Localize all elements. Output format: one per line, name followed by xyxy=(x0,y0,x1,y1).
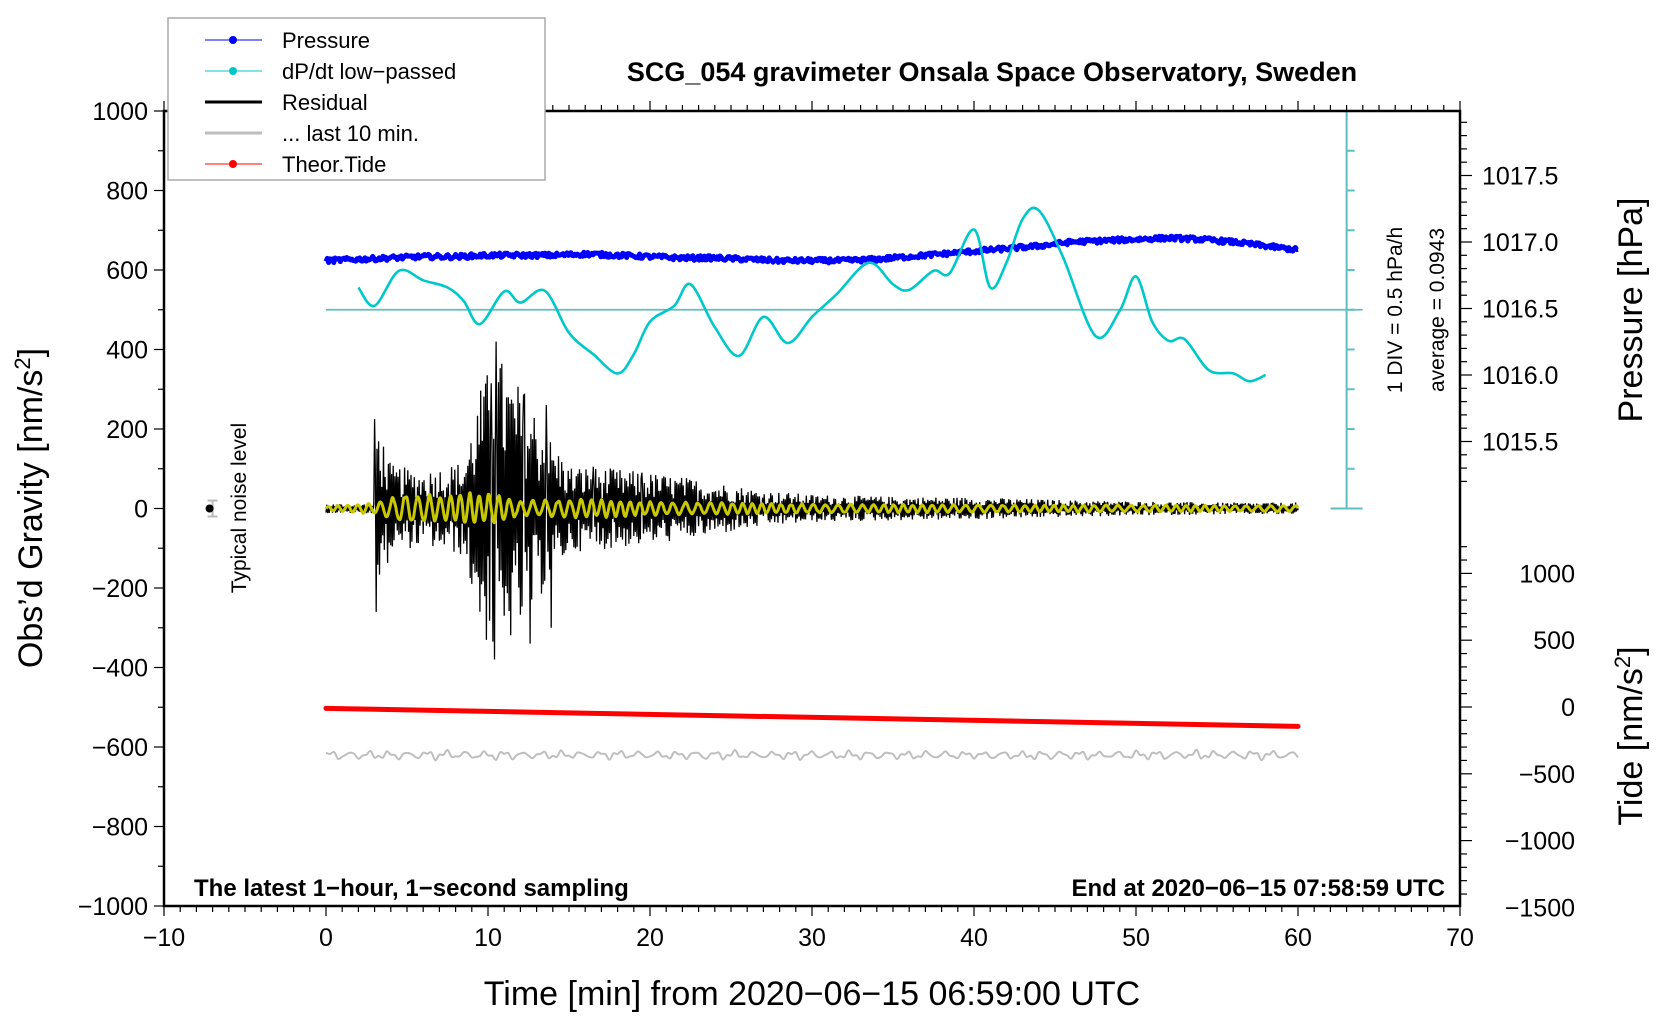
legend-label: Theor.Tide xyxy=(282,152,386,177)
y-tide-tick-label: −500 xyxy=(1519,761,1575,789)
series-last-10-min-line xyxy=(325,748,1299,762)
legend-label: dP/dt low−passed xyxy=(282,59,456,84)
chart-title: SCG_054 gravimeter Onsala Space Observat… xyxy=(627,57,1357,87)
y-left-tick-label: 400 xyxy=(106,337,148,365)
y-left-tick-label: −400 xyxy=(92,655,148,683)
legend: Pressure dP/dt low−passed Residual ... last… xyxy=(167,17,546,181)
legend-item: dP/dt low−passed xyxy=(205,59,456,84)
legend-label: Residual xyxy=(282,90,368,115)
legend-item: Residual xyxy=(205,90,368,115)
y-tide-axis-title-close: ] xyxy=(1612,646,1650,655)
legend-swatch-dot xyxy=(229,36,237,44)
y-left-tick-label: −600 xyxy=(92,734,148,762)
y-pressure-tick-label: 1016.0 xyxy=(1482,362,1558,390)
x-tick-label: 40 xyxy=(960,924,988,952)
y-tide-tick-label: −1000 xyxy=(1505,828,1575,856)
axes: −10 0 10 20 30 40 50 60 70 1000 800 600 400 200 0 −200 −… xyxy=(78,98,1575,952)
y-pressure-tick-label: 1016.5 xyxy=(1482,296,1558,324)
legend-item: Pressure xyxy=(205,28,370,53)
legend-swatch-dot xyxy=(229,67,237,75)
y-tide-tick-label: 0 xyxy=(1561,694,1575,722)
legend-label: Pressure xyxy=(282,28,370,53)
y-tide-tick-label: −1500 xyxy=(1505,894,1575,922)
y-left-tick-label: 1000 xyxy=(92,98,148,126)
y-tide-axis-title: Tide [nm/s2] xyxy=(1610,646,1650,825)
annotation-end-time: End at 2020−06−15 07:58:59 UTC xyxy=(1071,875,1445,902)
series-pressure-line xyxy=(323,233,1300,266)
series-dpdt-line xyxy=(357,206,1267,383)
legend-swatch-dot xyxy=(229,160,237,168)
y-tide-tick-label: 500 xyxy=(1533,627,1575,655)
dpdt-average-label: average = 0.0943 xyxy=(1426,228,1449,392)
y-left-tick-label: 800 xyxy=(106,178,148,206)
annotation-sampling: The latest 1−hour, 1−second sampling xyxy=(194,875,629,902)
legend-item: ... last 10 min. xyxy=(205,121,419,146)
y-left-axis-title-main: Obs’d Gravity [nm/s xyxy=(12,370,50,669)
x-tick-label: 70 xyxy=(1446,924,1474,952)
y-left-tick-label: 0 xyxy=(134,496,148,524)
legend-item: Theor.Tide xyxy=(205,152,386,177)
y-tide-axis-title-sup: 2 xyxy=(1610,656,1635,668)
x-tick-label: 20 xyxy=(636,924,664,952)
x-tick-label: 0 xyxy=(319,924,333,952)
legend-label: ... last 10 min. xyxy=(282,121,419,146)
x-tick-label: 30 xyxy=(798,924,826,952)
x-tick-label: −10 xyxy=(143,924,185,952)
x-axis-title: Time [min] from 2020−06−15 06:59:00 UTC xyxy=(484,975,1140,1013)
noise-level-label: Typical noise level xyxy=(228,423,251,593)
noise-level-dot xyxy=(205,504,214,513)
y-pressure-tick-label: 1017.5 xyxy=(1482,163,1558,191)
x-tick-label: 50 xyxy=(1122,924,1150,952)
y-left-tick-label: 200 xyxy=(106,416,148,444)
y-pressure-axis-title: Pressure [hPa] xyxy=(1612,198,1650,423)
y-left-axis-title-close: ] xyxy=(12,348,50,357)
series-tide-line xyxy=(323,705,1301,729)
y-left-tick-label: −800 xyxy=(92,814,148,842)
x-tick-label: 60 xyxy=(1284,924,1312,952)
y-left-axis-title-sup: 2 xyxy=(10,357,35,369)
plot-marks xyxy=(205,110,1363,762)
y-pressure-tick-label: 1015.5 xyxy=(1482,429,1558,457)
dpdt-scale-label: 1 DIV = 0.5 hPa/h xyxy=(1384,227,1407,393)
y-tide-axis-title-main: Tide [nm/s xyxy=(1612,668,1650,825)
x-tick-label: 10 xyxy=(474,924,502,952)
y-pressure-tick-label: 1017.0 xyxy=(1482,229,1558,257)
legend-box xyxy=(167,17,546,181)
y-left-tick-label: 600 xyxy=(106,257,148,285)
y-left-axis-title: Obs’d Gravity [nm/s2] xyxy=(10,348,50,668)
series-residual-filtered-line xyxy=(324,491,1300,525)
y-left-tick-label: −1000 xyxy=(78,893,148,921)
y-tide-tick-label: 1000 xyxy=(1519,560,1575,588)
y-left-tick-label: −200 xyxy=(92,575,148,603)
